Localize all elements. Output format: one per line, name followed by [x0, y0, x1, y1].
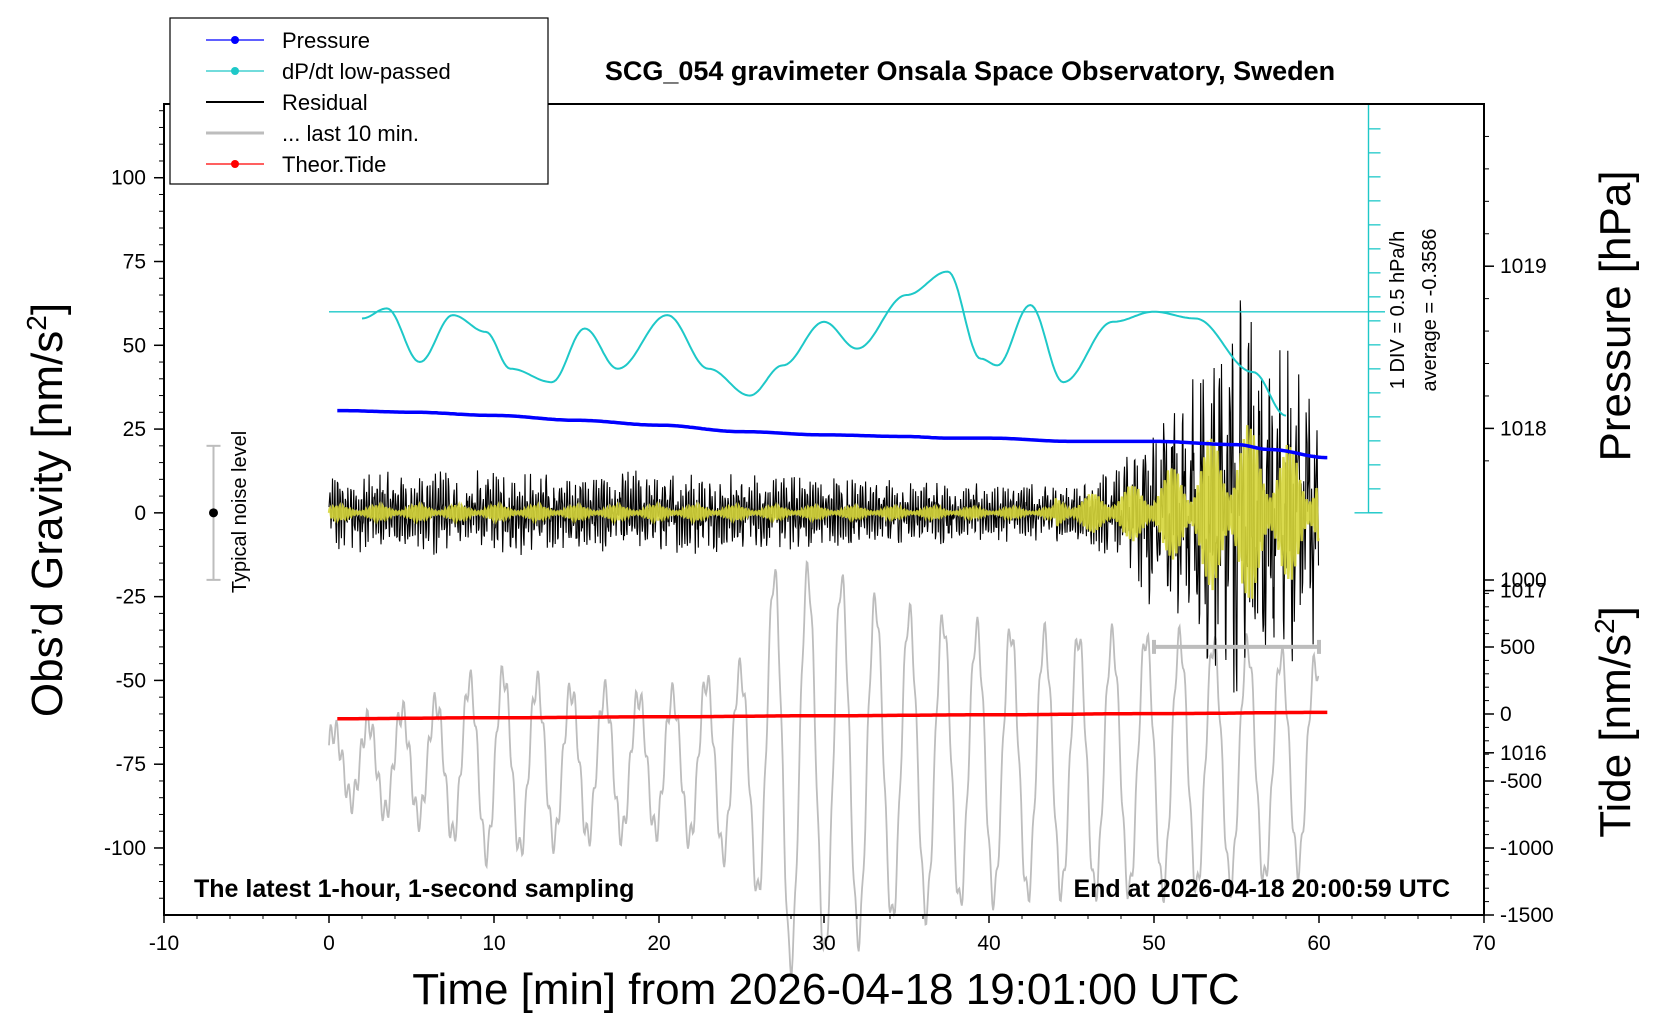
annotation-end-time: End at 2026-04-18 20:00:59 UTC [1073, 875, 1450, 903]
noise-bar-center [209, 508, 218, 518]
y-axis-label-pressure: Pressure [hPa] [1591, 170, 1640, 461]
y-tick-label-tide: 500 [1500, 636, 1535, 659]
x-tick-label: 40 [977, 932, 1000, 955]
y-tick-label-gravity: 0 [134, 502, 146, 525]
legend-label-residual: Residual [282, 90, 368, 115]
y-tick-label-pressure: 1017 [1500, 580, 1547, 603]
legend-marker-tide [231, 160, 239, 168]
dpdt-scale-label: 1 DIV = 0.5 hPa/h [1387, 231, 1409, 389]
x-tick-label: 10 [482, 932, 505, 955]
x-tick-label: 0 [323, 932, 335, 955]
legend-item-last10: ... last 10 min. [206, 121, 419, 146]
legend-label-tide: Theor.Tide [282, 152, 386, 177]
series-pressure-line [337, 408, 1328, 460]
y-tick-label-pressure: 1018 [1500, 417, 1547, 440]
legend: Pressure dP/dt low-passed Residual ... l… [169, 17, 549, 185]
legend-label-pressure: Pressure [282, 28, 370, 53]
y-tick-label-tide: -1000 [1500, 837, 1554, 860]
x-tick-label: 50 [1142, 932, 1165, 955]
y-tick-label-gravity: 25 [123, 418, 146, 441]
y-tick-label-pressure: 1019 [1500, 255, 1547, 278]
y-tick-label-gravity: -50 [116, 669, 146, 692]
legend-item-residual: Residual [206, 90, 368, 115]
series-theor-tide-line [337, 710, 1328, 721]
x-tick-label: -10 [149, 932, 179, 955]
x-tick-label: 20 [647, 932, 670, 955]
series-residual-filtered-line [327, 425, 1320, 599]
y-tick-label-tide: -1500 [1500, 904, 1554, 927]
legend-marker-pressure [231, 36, 239, 44]
legend-item-dpdt: dP/dt low-passed [206, 59, 451, 84]
data-layer [206, 104, 1385, 977]
y-tick-label-gravity: 50 [123, 334, 146, 357]
y-tick-label-pressure: 1016 [1500, 742, 1547, 765]
x-tick-label: 70 [1472, 932, 1495, 955]
y-axis-label-tide: Tide [nm/s2] [1589, 606, 1640, 838]
chart-title: SCG_054 gravimeter Onsala Space Observat… [605, 56, 1335, 86]
series-dpdt-line [361, 270, 1287, 417]
legend-label-last10: ... last 10 min. [282, 121, 419, 146]
noise-level-label: Typical noise level [229, 431, 251, 593]
legend-item-tide: Theor.Tide [206, 152, 386, 177]
plot-frame [163, 103, 1485, 916]
legend-item-pressure: Pressure [206, 28, 370, 53]
x-tick-label: 30 [812, 932, 835, 955]
legend-label-dpdt: dP/dt low-passed [282, 59, 451, 84]
series-last-10-min-line [328, 560, 1320, 977]
x-axis-label: Time [min] from 2026-04-18 19:01:00 UTC [412, 965, 1239, 1014]
y-tick-label-tide: -500 [1500, 770, 1542, 793]
annotation-sampling: The latest 1-hour, 1-second sampling [194, 875, 634, 903]
y-tick-label-gravity: -75 [116, 753, 146, 776]
legend-marker-dpdt [231, 67, 239, 75]
y-tick-label-tide: 0 [1500, 703, 1512, 726]
y-tick-label-gravity: 100 [111, 167, 146, 190]
y-tick-label-gravity: 75 [123, 251, 146, 274]
y-tick-label-tide: 1000 [1500, 569, 1547, 592]
x-tick-label: 60 [1307, 932, 1330, 955]
y-tick-label-gravity: -100 [104, 837, 146, 860]
y-axis-label-gravity: Obs’d Gravity [nm/s2] [21, 303, 72, 717]
dpdt-average-label: average = -0.3586 [1419, 229, 1441, 392]
y-tick-label-gravity: -25 [116, 586, 146, 609]
